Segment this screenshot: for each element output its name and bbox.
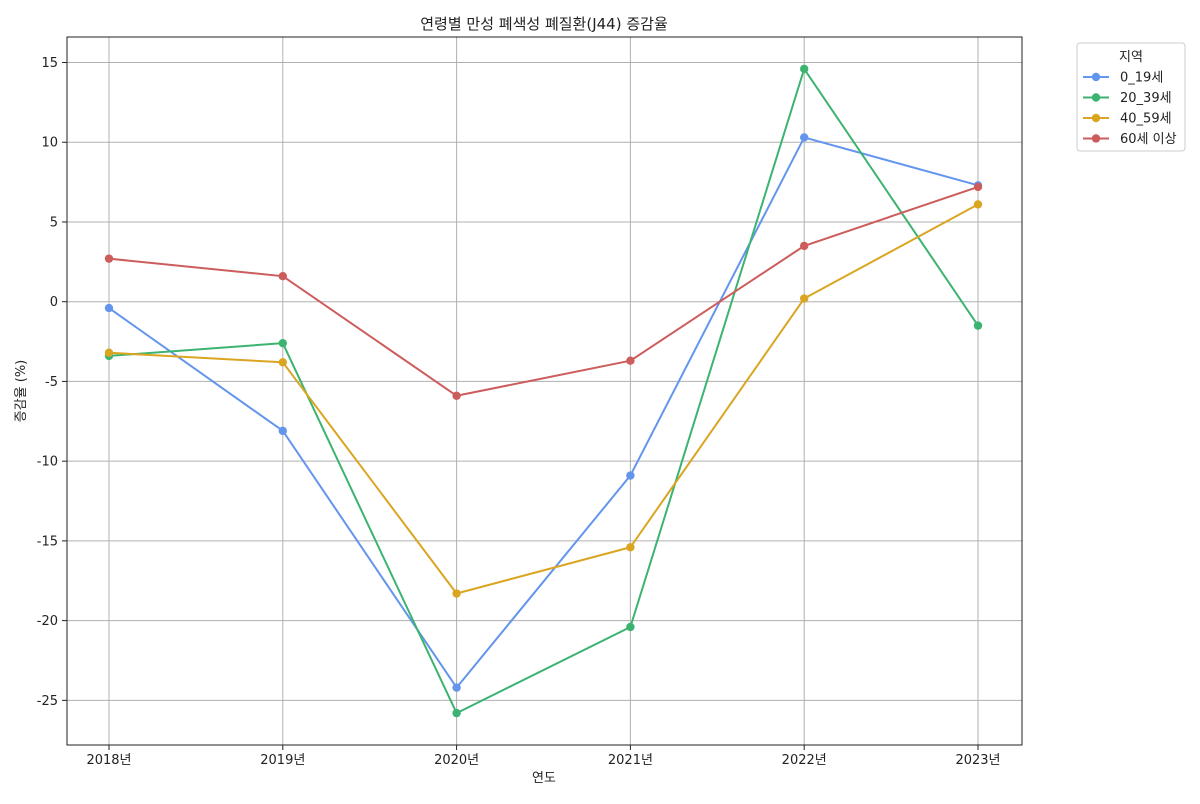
legend-item: 0_19세 bbox=[1083, 71, 1163, 86]
grid-lines bbox=[67, 37, 1022, 745]
x-tick-label: 2018년 bbox=[86, 753, 131, 768]
y-tick-label: -10 bbox=[37, 455, 58, 470]
data-point bbox=[278, 358, 287, 367]
x-tick-label: 2022년 bbox=[782, 753, 827, 768]
data-point bbox=[452, 589, 461, 598]
legend-label: 0_19세 bbox=[1120, 71, 1163, 86]
chart-title: 연령별 만성 폐색성 폐질환(J44) 증감율 bbox=[420, 15, 668, 33]
data-point bbox=[104, 303, 114, 313]
legend-item: 20_39세 bbox=[1083, 91, 1172, 106]
x-tick-label: 2020년 bbox=[434, 753, 479, 768]
data-point bbox=[626, 543, 635, 552]
series-group bbox=[104, 64, 983, 718]
legend-marker bbox=[1091, 134, 1101, 143]
series-group bbox=[104, 200, 983, 598]
y-tick-label: -15 bbox=[37, 534, 58, 549]
data-point bbox=[626, 356, 635, 365]
y-tick-label: -20 bbox=[37, 614, 58, 629]
data-point bbox=[800, 64, 809, 74]
data-point bbox=[626, 471, 635, 480]
legend: 지역 0_19세 20_39세 40_59세 60세 이상 bbox=[1076, 42, 1186, 152]
legend-frame bbox=[1076, 42, 1186, 152]
series-line bbox=[108, 185, 979, 397]
legend-marker bbox=[1091, 72, 1101, 82]
axis-ticks: 2018년 2019년 2020년 2021년 2022년 2023년 15 10 5 0 -5 -1… bbox=[37, 56, 1001, 768]
legend-marker bbox=[1091, 93, 1101, 102]
legend-item: 40_59세 bbox=[1083, 112, 1172, 127]
data-point bbox=[452, 683, 461, 692]
data-point bbox=[800, 133, 809, 142]
x-axis-title: 연도 bbox=[532, 771, 556, 786]
y-tick-label: 15 bbox=[41, 56, 58, 71]
data-point bbox=[973, 200, 983, 209]
legend-items: 0_19세 20_39세 40_59세 60세 이상 bbox=[1083, 71, 1177, 147]
data-point bbox=[104, 254, 114, 263]
series-group bbox=[104, 133, 983, 692]
legend-marker bbox=[1091, 113, 1101, 123]
data-point bbox=[278, 426, 287, 436]
x-tick-label: 2021년 bbox=[608, 753, 653, 768]
data-point bbox=[104, 348, 114, 357]
series-line bbox=[108, 67, 979, 715]
data-point bbox=[452, 391, 461, 400]
series-line bbox=[108, 203, 979, 595]
legend-title: 지역 bbox=[1119, 50, 1143, 65]
series-group bbox=[104, 182, 983, 400]
legend-label: 40_59세 bbox=[1120, 112, 1172, 127]
legend-label: 60세 이상 bbox=[1120, 132, 1177, 147]
y-tick-label: -25 bbox=[37, 694, 58, 709]
y-tick-label: 0 bbox=[50, 295, 58, 310]
plot-frame bbox=[66, 36, 1023, 746]
y-tick-label: 10 bbox=[41, 136, 58, 151]
data-point bbox=[800, 294, 809, 303]
data-point bbox=[278, 338, 287, 348]
legend-item: 60세 이상 bbox=[1083, 132, 1177, 147]
series-lines bbox=[104, 64, 983, 718]
data-point bbox=[973, 182, 983, 192]
data-point bbox=[800, 241, 809, 251]
data-point bbox=[278, 271, 287, 281]
x-tick-label: 2023년 bbox=[955, 753, 1000, 768]
series-line bbox=[108, 136, 979, 689]
x-tick-label: 2019년 bbox=[260, 753, 305, 768]
legend-label: 20_39세 bbox=[1120, 91, 1172, 106]
data-point bbox=[973, 321, 983, 330]
y-tick-label: 5 bbox=[50, 215, 58, 230]
data-point bbox=[452, 708, 461, 718]
y-tick-label: -5 bbox=[45, 375, 58, 390]
y-axis-title: 증감율 (%) bbox=[14, 360, 29, 423]
data-point bbox=[626, 622, 635, 632]
